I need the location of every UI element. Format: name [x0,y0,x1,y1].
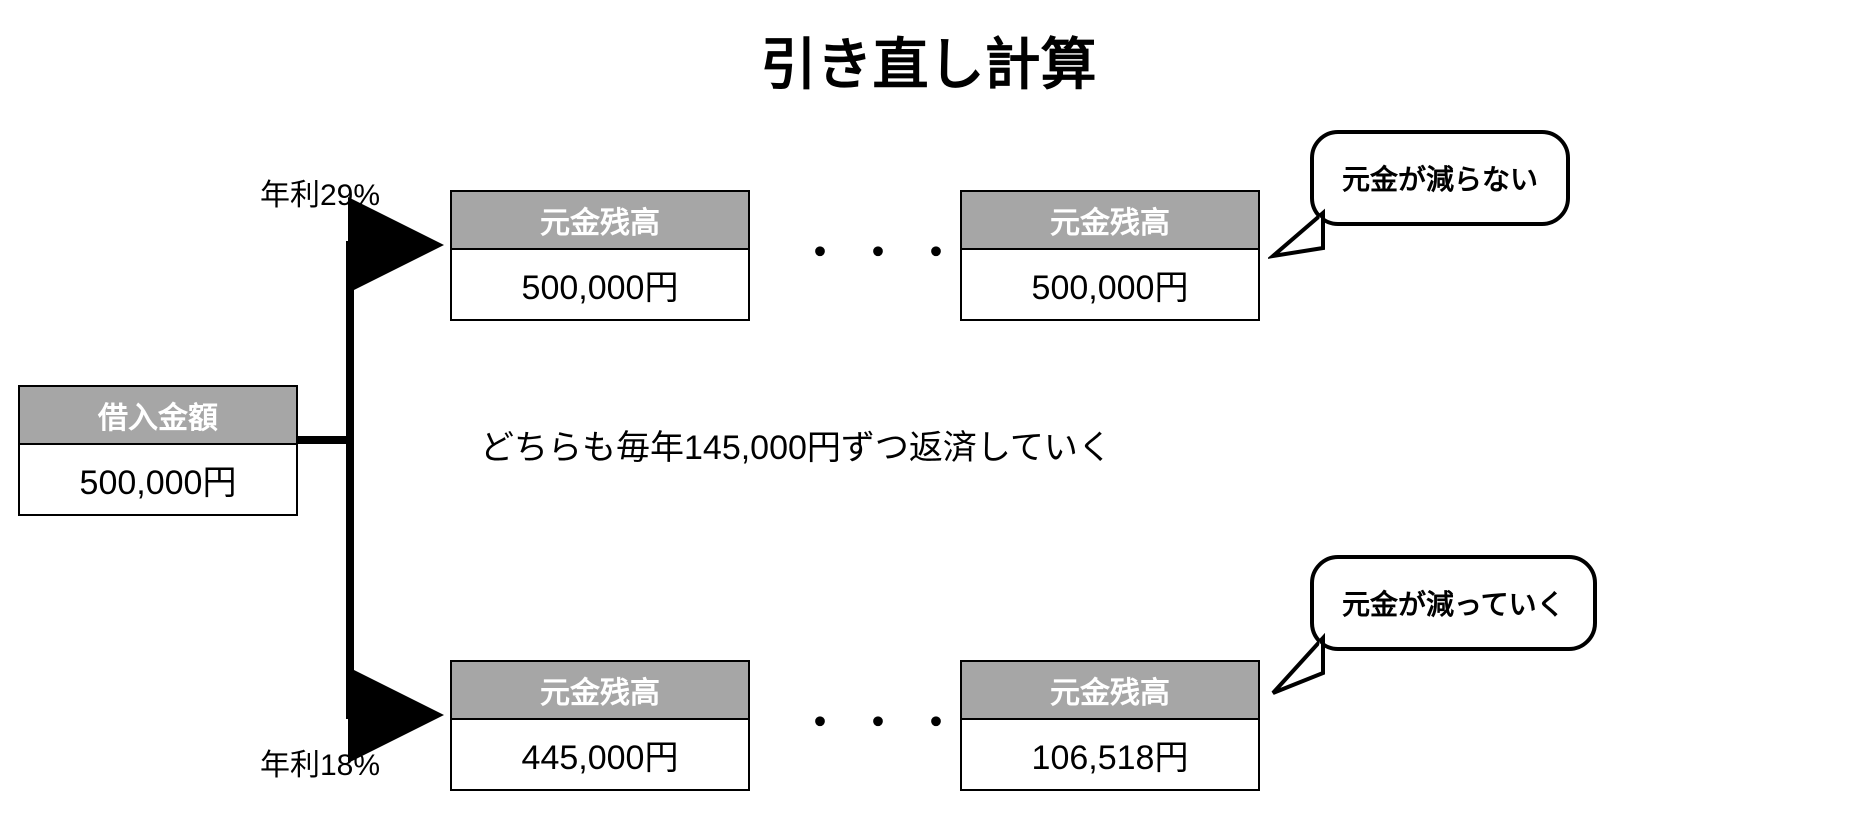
bottom-balance-header-1: 元金残高 [452,662,748,720]
callout-top: 元金が減らない [1310,130,1570,226]
bottom-balance-value-2: 106,518円 [962,720,1258,789]
bottom-balance-box-2: 元金残高 106,518円 [960,660,1260,791]
diagram-title: 引き直し計算 [0,20,1857,101]
top-balance-header-1: 元金残高 [452,192,748,250]
loan-amount-value: 500,000円 [20,445,296,514]
loan-amount-box: 借入金額 500,000円 [18,385,298,516]
callout-top-text: 元金が減らない [1310,130,1570,226]
dots-top: ・・・ [800,220,974,278]
top-balance-box-2: 元金残高 500,000円 [960,190,1260,321]
dots-bottom: ・・・ [800,690,974,748]
top-balance-value-2: 500,000円 [962,250,1258,319]
callout-bottom-tail-icon [1268,633,1328,703]
callout-bottom-text: 元金が減っていく [1310,555,1597,651]
bottom-balance-header-2: 元金残高 [962,662,1258,720]
center-explanation: どちらも毎年145,000円ずつ返済していく [480,420,1112,469]
callout-top-tail-icon [1268,208,1328,268]
rate-bottom-label: 年利18% [260,740,380,784]
rate-top-label: 年利29% [260,170,380,214]
callout-bottom: 元金が減っていく [1310,555,1597,651]
loan-amount-header: 借入金額 [20,387,296,445]
top-balance-value-1: 500,000円 [452,250,748,319]
top-balance-header-2: 元金残高 [962,192,1258,250]
top-balance-box-1: 元金残高 500,000円 [450,190,750,321]
bottom-balance-box-1: 元金残高 445,000円 [450,660,750,791]
bottom-balance-value-1: 445,000円 [452,720,748,789]
